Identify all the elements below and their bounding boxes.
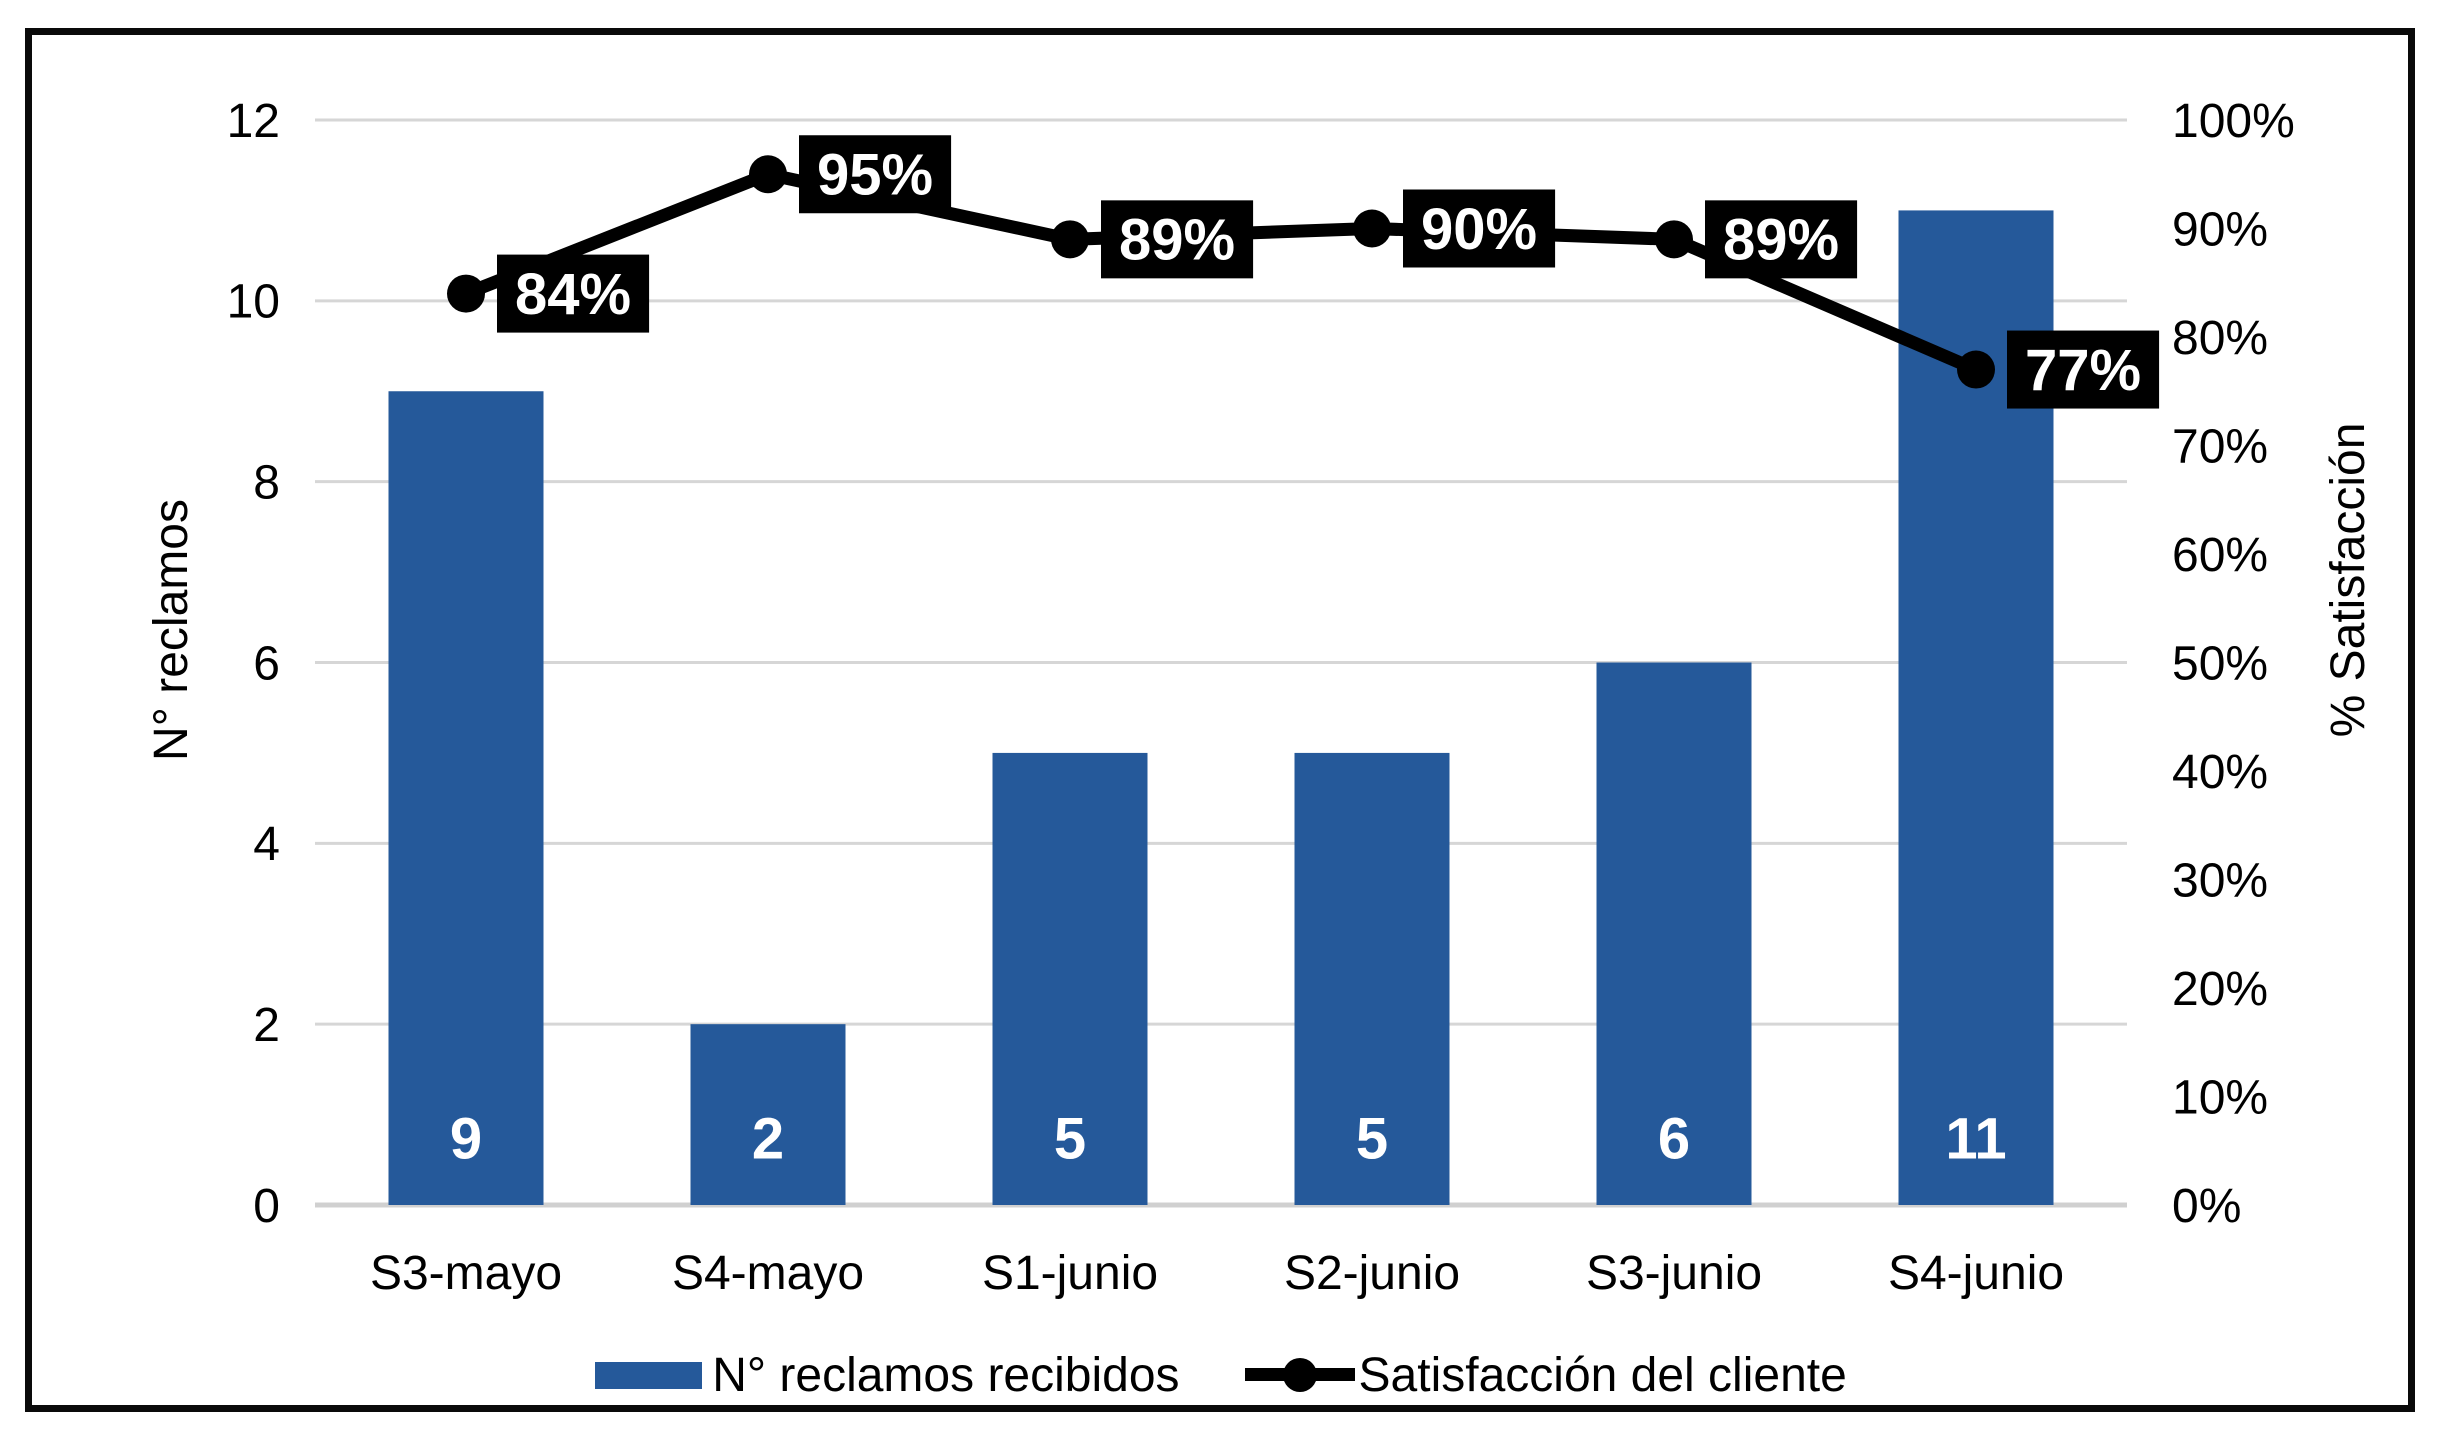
chart-frame: 9 2 5 5 6 11 84% 95% 89% 90% 89% 77% 12 10 8 6 4 2 0 100% 90…	[25, 28, 2415, 1412]
line-marker-S1-junio	[1051, 220, 1089, 259]
bar-S4-mayo	[690, 1024, 846, 1205]
right-axis-tick: 60%	[2172, 529, 2268, 582]
right-axis-tick: 40%	[2172, 746, 2268, 799]
left-axis-tick: 12	[227, 95, 280, 148]
right-axis-tick: 20%	[2172, 963, 2268, 1016]
line-marker-S3-mayo	[447, 274, 485, 313]
line-value-label: 90%	[1421, 197, 1537, 262]
right-axis-tick: 50%	[2172, 637, 2268, 690]
bar-S2-junio	[1294, 752, 1450, 1205]
line-value-label-box	[497, 254, 650, 333]
chart-legend: N° reclamos recibidos Satisfacción del c…	[315, 1341, 2127, 1409]
legend-label-line: Satisfacción del cliente	[1358, 1348, 1847, 1402]
line-value-label-box	[799, 135, 952, 214]
left-axis-tick: 6	[253, 637, 280, 690]
right-axis-tick: 30%	[2172, 854, 2268, 907]
bar-value-label: 9	[450, 1106, 482, 1171]
legend-item-bars: N° reclamos recibidos	[595, 1348, 1180, 1403]
left-axis-tick: 0	[253, 1180, 280, 1233]
left-axis-tick: 8	[253, 456, 280, 509]
x-axis-label-S2-junio: S2-junio	[1284, 1247, 1460, 1300]
legend-dot-icon	[1282, 1358, 1317, 1392]
bar-value-label: 11	[1945, 1106, 2006, 1171]
line-value-label: 84%	[515, 262, 631, 327]
bar-value-label: 2	[752, 1106, 784, 1171]
line-value-label-box	[1101, 200, 1254, 279]
line-value-label-box	[1705, 200, 1858, 279]
x-axis-label-S1-junio: S1-junio	[982, 1247, 1158, 1300]
bar-series-swatch-icon	[595, 1361, 703, 1389]
legend-item-line: Satisfacción del cliente	[1244, 1348, 1847, 1403]
x-axis-label-S3-mayo: S3-mayo	[370, 1247, 562, 1300]
x-axis-label-S3-junio: S3-junio	[1586, 1247, 1762, 1300]
line-value-label-box	[2007, 330, 2160, 409]
line-value-label: 95%	[817, 143, 933, 208]
bar-S3-mayo	[388, 391, 544, 1205]
right-axis-tick: 70%	[2172, 420, 2268, 473]
right-axis-tick: 0%	[2172, 1180, 2241, 1233]
line-value-label: 77%	[2025, 338, 2141, 403]
left-axis-tick: 10	[227, 276, 280, 329]
bar-value-label: 5	[1356, 1106, 1388, 1171]
line-marker-S4-junio	[1957, 350, 1995, 389]
right-axis-title: % Satisfacción	[2322, 422, 2375, 738]
combo-chart: 9 2 5 5 6 11 84% 95% 89% 90% 89% 77% 12 10 8 6 4 2 0 100% 90…	[227, 95, 2295, 1300]
x-axis-label-S4-junio: S4-junio	[1888, 1247, 2064, 1300]
line-value-label: 89%	[1119, 208, 1235, 273]
left-axis-tick: 4	[253, 818, 280, 871]
left-axis-tick: 2	[253, 999, 280, 1052]
line-series-marker-icon	[1244, 1357, 1355, 1393]
x-axis-label-S4-mayo: S4-mayo	[672, 1247, 864, 1300]
line-marker-S3-junio	[1655, 220, 1693, 259]
bar-value-label: 6	[1658, 1106, 1690, 1171]
line-marker-S4-mayo	[749, 155, 787, 194]
left-axis-title: N° reclamos	[145, 499, 198, 761]
right-axis-tick: 90%	[2172, 203, 2268, 256]
right-axis-tick: 100%	[2172, 95, 2295, 148]
bar-S3-junio	[1596, 662, 1752, 1205]
line-value-label-box	[1403, 189, 1556, 268]
right-axis-tick: 10%	[2172, 1071, 2268, 1124]
line-value-label: 89%	[1723, 208, 1839, 273]
bar-S1-junio	[992, 752, 1148, 1205]
line-marker-S2-junio	[1353, 209, 1391, 248]
right-axis-tick: 80%	[2172, 312, 2268, 365]
bar-value-label: 5	[1054, 1106, 1086, 1171]
legend-label-bars: N° reclamos recibidos	[712, 1348, 1180, 1402]
